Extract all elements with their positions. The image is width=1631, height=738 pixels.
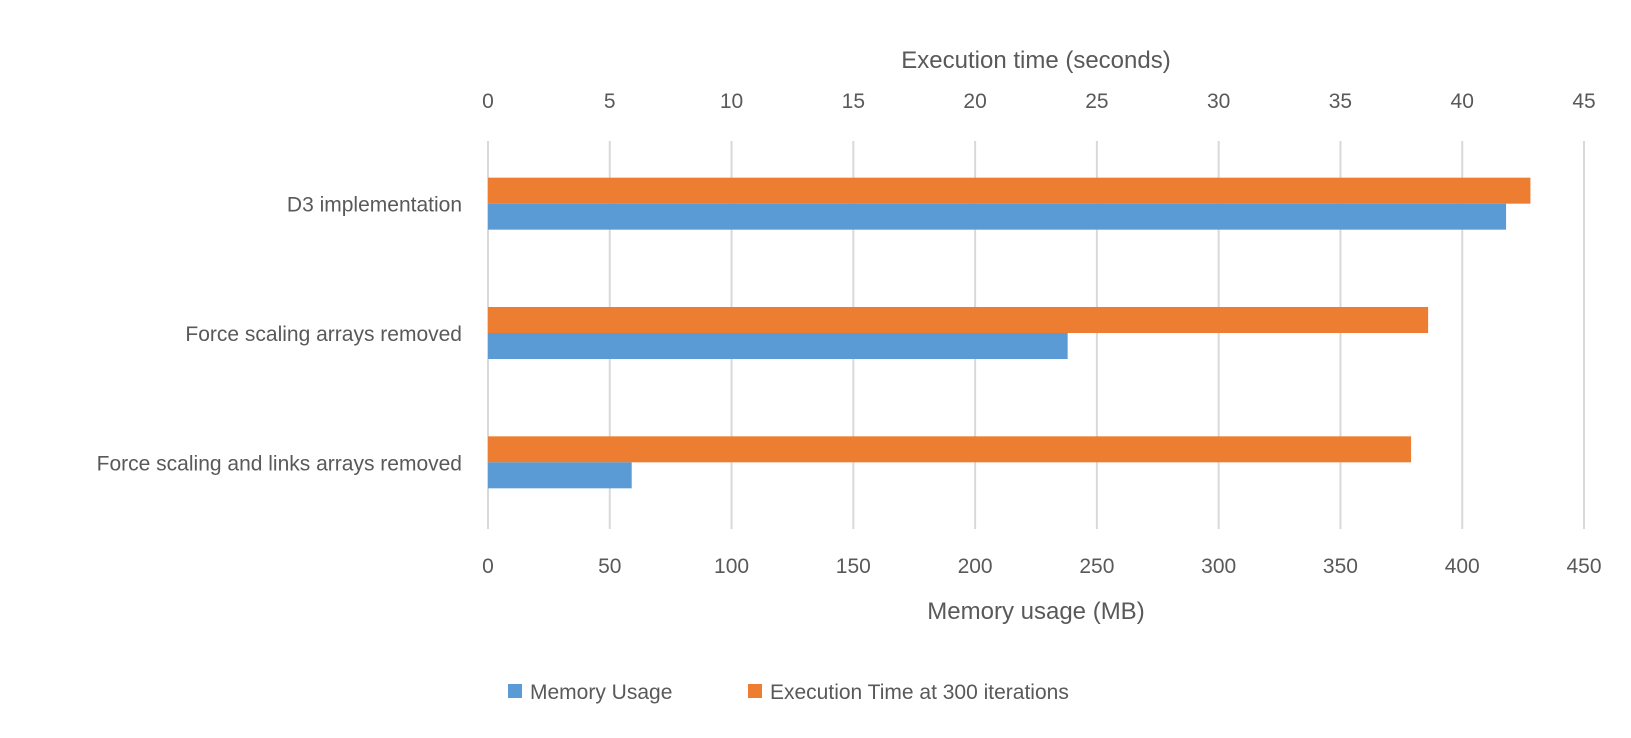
bottom-tick-label: 50 [598, 555, 621, 578]
bottom-tick-label: 300 [1201, 555, 1236, 578]
tick-labels: 0 0 50 5 100 10 150 15 200 20 250 25 300 30 350 35 400 40… [482, 90, 1601, 578]
bar-memory-usage [488, 462, 632, 489]
top-tick-label: 25 [1085, 90, 1108, 113]
category-label: Force scaling and links arrays removed [97, 452, 462, 475]
bottom-tick-label: 400 [1445, 555, 1480, 578]
legend-swatch [508, 684, 522, 698]
bottom-tick-label: 450 [1566, 555, 1601, 578]
bottom-tick-label: 100 [714, 555, 749, 578]
bottom-tick-label: 150 [836, 555, 871, 578]
bottom-tick-label: 200 [958, 555, 993, 578]
legend: Memory Usage Execution Time at 300 iterat… [508, 681, 1069, 704]
legend-label: Execution Time at 300 iterations [770, 681, 1069, 704]
category-label: Force scaling arrays removed [185, 323, 462, 346]
bottom-tick-label: 350 [1323, 555, 1358, 578]
bar-memory-usage [488, 203, 1507, 230]
top-tick-label: 10 [720, 90, 743, 113]
top-tick-label: 5 [604, 90, 616, 113]
bar-execution-time [488, 177, 1531, 204]
bottom-axis-title: Memory usage (MB) [927, 598, 1144, 625]
legend-label: Memory Usage [530, 681, 672, 704]
bottom-tick-label: 250 [1079, 555, 1114, 578]
top-tick-label: 15 [842, 90, 865, 113]
top-tick-label: 0 [482, 90, 494, 113]
bars [488, 177, 1531, 489]
category-labels: D3 implementation Force scaling arrays re… [97, 194, 462, 476]
bar-execution-time [488, 436, 1412, 463]
top-tick-label: 35 [1329, 90, 1352, 113]
top-tick-label: 30 [1207, 90, 1230, 113]
category-label: D3 implementation [287, 194, 462, 217]
top-tick-label: 40 [1451, 90, 1474, 113]
legend-swatch [748, 684, 762, 698]
bottom-tick-label: 0 [482, 555, 494, 578]
bar-execution-time [488, 307, 1429, 333]
top-axis-title: Execution time (seconds) [901, 47, 1170, 74]
top-tick-label: 45 [1572, 90, 1595, 113]
bar-memory-usage [488, 333, 1068, 359]
top-tick-label: 20 [963, 90, 986, 113]
